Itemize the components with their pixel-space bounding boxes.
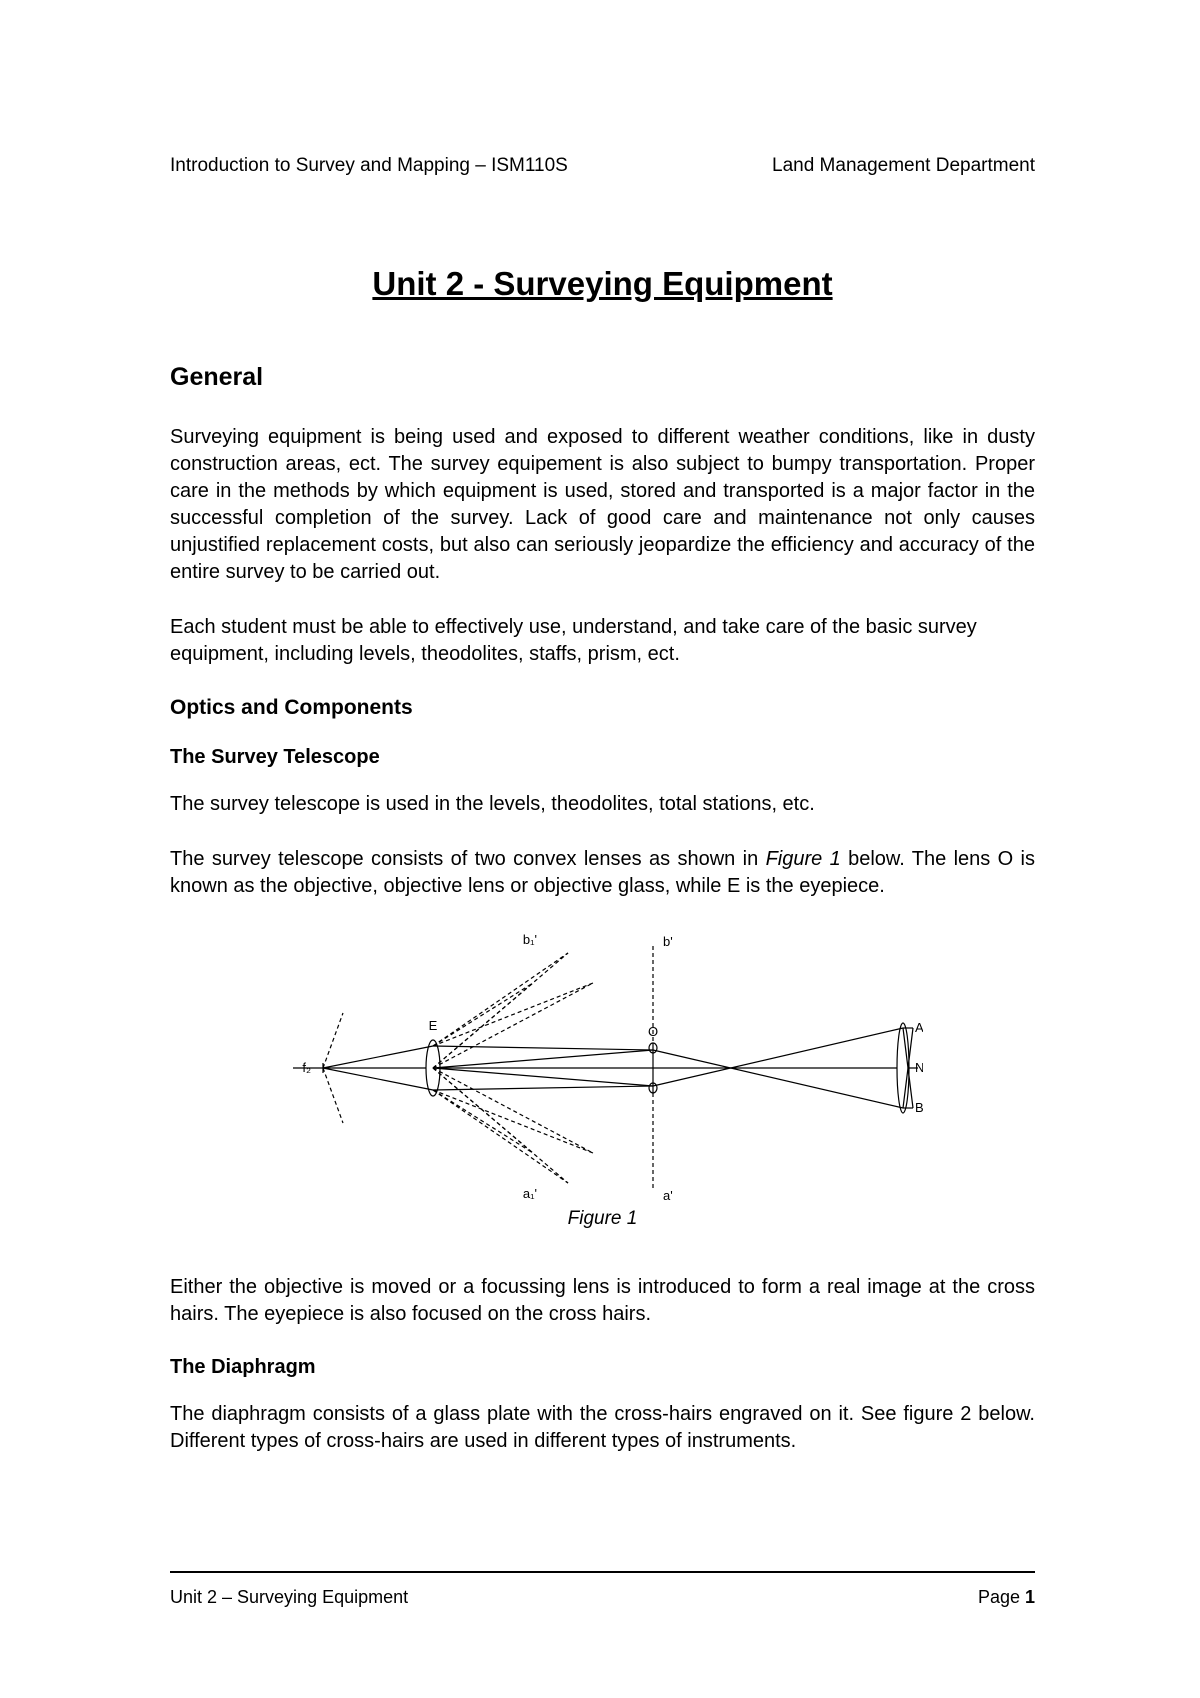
svg-text:N: N bbox=[915, 1060, 923, 1075]
footer-page-num: 1 bbox=[1025, 1587, 1035, 1607]
svg-text:b': b' bbox=[663, 934, 673, 949]
footer-page-number: Page 1 bbox=[978, 1587, 1035, 1608]
svg-text:f₂: f₂ bbox=[302, 1060, 311, 1075]
footer-left: Unit 2 – Surveying Equipment bbox=[170, 1587, 408, 1608]
svg-text:B: B bbox=[915, 1100, 923, 1115]
svg-text:b₁': b₁' bbox=[522, 932, 536, 947]
paragraph-telescope-2: The survey telescope consists of two con… bbox=[170, 846, 1035, 900]
page-header: Introduction to Survey and Mapping – ISM… bbox=[170, 155, 1035, 177]
header-left: Introduction to Survey and Mapping – ISM… bbox=[170, 155, 568, 177]
svg-text:A: A bbox=[915, 1020, 923, 1035]
section-heading-general: General bbox=[170, 363, 1035, 392]
section-heading-optics: Optics and Components bbox=[170, 696, 1035, 720]
subheading-diaphragm: The Diaphragm bbox=[170, 1356, 1035, 1379]
svg-text:a': a' bbox=[663, 1188, 673, 1203]
paragraph-general-1: Surveying equipment is being used and ex… bbox=[170, 424, 1035, 586]
figure-ref-1: Figure 1 bbox=[766, 848, 841, 870]
footer-page-prefix: Page bbox=[978, 1587, 1025, 1607]
paragraph-telescope-2a: The survey telescope consists of two con… bbox=[170, 848, 766, 870]
figure-1-diagram: f₂ E O A N Bb' a' b₁' a₁' bbox=[283, 928, 923, 1208]
page-title: Unit 2 - Surveying Equipment bbox=[170, 265, 1035, 303]
svg-text:O: O bbox=[647, 1024, 657, 1039]
header-right: Land Management Department bbox=[772, 155, 1035, 177]
paragraph-telescope-1: The survey telescope is used in the leve… bbox=[170, 791, 1035, 818]
page-footer: Unit 2 – Surveying Equipment Page 1 bbox=[170, 1587, 1035, 1608]
footer-rule bbox=[170, 1571, 1035, 1573]
figure-1-caption: Figure 1 bbox=[170, 1208, 1035, 1230]
svg-text:E: E bbox=[428, 1018, 437, 1033]
figure-1: f₂ E O A N Bb' a' b₁' a₁' Figure 1 bbox=[170, 928, 1035, 1230]
svg-text:a₁': a₁' bbox=[522, 1186, 536, 1201]
paragraph-telescope-3: Either the objective is moved or a focus… bbox=[170, 1274, 1035, 1328]
page: Introduction to Survey and Mapping – ISM… bbox=[0, 0, 1200, 1698]
paragraph-general-2: Each student must be able to effectively… bbox=[170, 614, 1035, 668]
subheading-telescope: The Survey Telescope bbox=[170, 746, 1035, 769]
paragraph-diaphragm-1: The diaphragm consists of a glass plate … bbox=[170, 1401, 1035, 1455]
